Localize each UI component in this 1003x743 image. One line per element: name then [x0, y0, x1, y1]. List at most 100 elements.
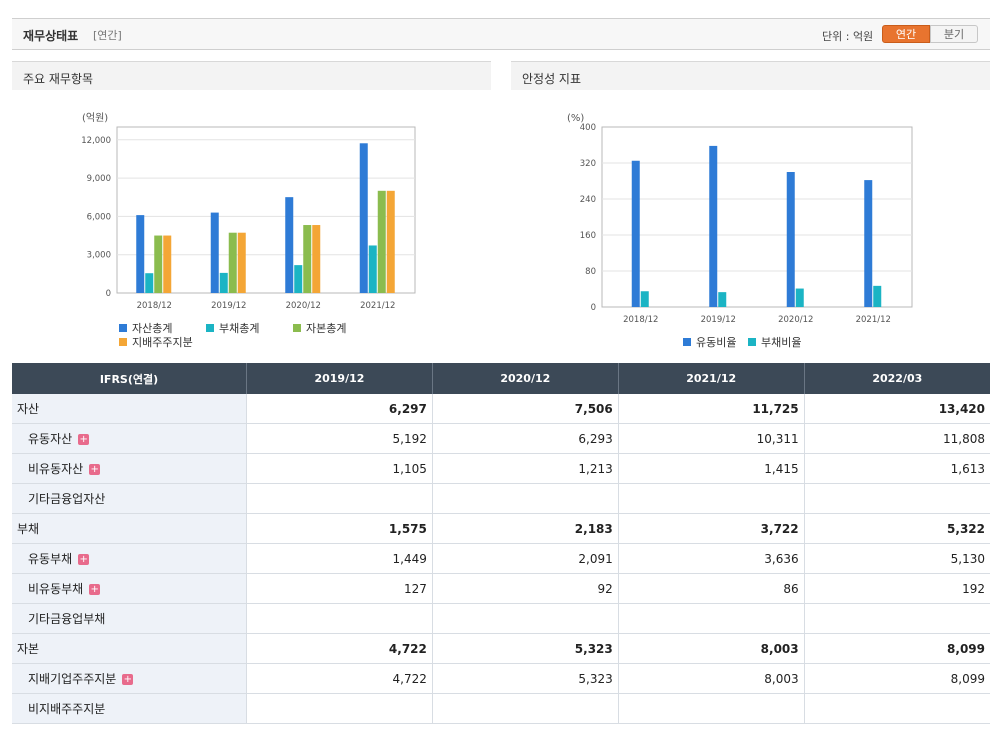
annual-button[interactable]: 연간 — [882, 25, 930, 43]
y-tick-label: 400 — [580, 123, 596, 133]
row-label: 유동자산 — [28, 432, 73, 446]
value-cell — [617, 693, 805, 724]
bar-지배주주지분-2019/12 — [237, 232, 246, 293]
value-cell: 7,506 — [431, 394, 619, 424]
legend-item: 부채비율 — [748, 334, 801, 350]
table-row: 기타금융업부채 — [12, 603, 990, 634]
bar-부채총계-2021/12 — [368, 245, 377, 293]
chart-svg: 0 3,000 6,000 9,000 12,000 (억원) 2018/12 2019/12… — [81, 112, 416, 311]
value-cell: 11,808 — [803, 423, 990, 454]
bar-지배주주지분-2021/12 — [386, 190, 395, 293]
y-tick-label: 3,000 — [87, 251, 111, 261]
legend-label: 자산총계 — [132, 322, 173, 335]
row-label: 자산 — [17, 402, 40, 416]
y-axis-unit: (억원) — [82, 112, 108, 124]
bar-지배주주지분-2020/12 — [312, 225, 321, 293]
financial-items-panel-header: 주요 재무항목 — [12, 61, 491, 90]
value-cell: 1,613 — [803, 453, 990, 484]
x-tick-label: 2018/12 — [623, 315, 658, 325]
value-cell — [431, 603, 619, 634]
x-tick-label: 2019/12 — [701, 315, 736, 325]
plot-area — [601, 126, 913, 308]
y-tick-label: 80 — [585, 267, 596, 277]
value-cell — [246, 693, 433, 724]
value-cell: 8,003 — [617, 663, 805, 694]
section-header: 재무상태표 [연간] 단위 : 억원 연간 분기 — [12, 18, 990, 50]
value-cell: 11,725 — [617, 394, 805, 424]
legend-item: 부채총계 — [206, 320, 259, 336]
header-period: 2019/12 — [246, 363, 433, 394]
value-cell: 4,722 — [246, 663, 433, 694]
table-row: 자산 6,297 7,506 11,725 13,420 — [12, 394, 990, 424]
value-cell: 1,415 — [617, 453, 805, 484]
bar-자산총계-2018/12 — [136, 215, 145, 293]
bar-자본총계-2018/12 — [154, 235, 163, 293]
expand-icon[interactable]: + — [89, 464, 101, 475]
bar-부채총계-2018/12 — [145, 273, 154, 293]
bar-자산총계-2020/12 — [285, 197, 294, 293]
bar-유동비율-2020/12 — [786, 172, 795, 307]
header-period: 2021/12 — [617, 363, 805, 394]
table-row: 유동부채 +1,449 2,091 3,636 5,130 — [12, 543, 990, 574]
legend-label: 부채총계 — [219, 322, 260, 335]
bar-유동비율-2018/12 — [631, 160, 640, 307]
value-cell — [803, 693, 990, 724]
stability-chart: 0 80 160 240 320 400 (%) 2018/12 2019/12 2020/12 2… — [511, 90, 990, 359]
row-label-cell: 기타금융업자산 — [12, 483, 247, 514]
table-row: 기타금융업자산 — [12, 483, 990, 514]
row-label: 비유동자산 — [28, 462, 84, 476]
expand-icon[interactable]: + — [78, 434, 90, 445]
value-cell: 6,297 — [246, 394, 433, 424]
value-cell: 3,636 — [617, 543, 805, 574]
x-tick-label: 2018/12 — [137, 301, 172, 311]
row-label-cell: 자본 — [12, 633, 247, 664]
legend-swatch — [119, 324, 127, 332]
value-cell: 1,575 — [246, 513, 433, 544]
expand-icon[interactable]: + — [122, 674, 134, 685]
quarter-button[interactable]: 분기 — [930, 25, 978, 43]
stability-panel-header: 안정성 지표 — [511, 61, 990, 90]
expand-icon[interactable]: + — [89, 584, 101, 595]
legend-item: 지배주주지분 — [119, 334, 193, 350]
value-cell — [246, 483, 433, 514]
value-cell: 127 — [246, 573, 433, 604]
value-cell: 2,183 — [431, 513, 619, 544]
value-cell — [246, 603, 433, 634]
table-row: 유동자산 +5,192 6,293 10,311 11,808 — [12, 423, 990, 454]
expand-icon[interactable]: + — [78, 554, 90, 565]
row-label-cell: 유동부채 + — [12, 543, 247, 574]
table-header-row: IFRS(연결) 2019/12 2020/12 2021/12 2022/03 — [12, 363, 990, 394]
value-cell: 1,105 — [246, 453, 433, 484]
value-cell: 3,722 — [617, 513, 805, 544]
value-cell — [617, 603, 805, 634]
value-cell: 5,192 — [246, 423, 433, 454]
stability-title: 안정성 지표 — [522, 72, 582, 86]
financial-items-title: 주요 재무항목 — [23, 72, 94, 86]
legend-swatch — [683, 338, 691, 346]
x-tick-label: 2020/12 — [778, 315, 813, 325]
value-cell: 4,722 — [246, 633, 433, 664]
row-label-cell: 비유동부채 + — [12, 573, 247, 604]
value-cell — [803, 603, 990, 634]
legend-label: 지배주주지분 — [132, 336, 193, 349]
value-cell: 5,322 — [803, 513, 990, 544]
x-tick-label: 2021/12 — [360, 301, 395, 311]
legend-swatch — [293, 324, 301, 332]
header-period: 2022/03 — [803, 363, 990, 394]
row-label: 기타금융업부채 — [28, 612, 106, 626]
table-row: 비유동부채 +127 92 86 192 — [12, 573, 990, 604]
bar-지배주주지분-2018/12 — [163, 235, 172, 293]
bar-자산총계-2021/12 — [359, 143, 368, 293]
value-cell: 1,449 — [246, 543, 433, 574]
value-cell: 6,293 — [431, 423, 619, 454]
balance-sheet-table: IFRS(연결) 2019/12 2020/12 2021/12 2022/03 자산 6… — [12, 363, 990, 724]
value-cell: 8,003 — [617, 633, 805, 664]
value-cell: 10,311 — [617, 423, 805, 454]
legend-swatch — [748, 338, 756, 346]
header-label: IFRS(연결) — [12, 363, 247, 394]
row-label-cell: 자산 — [12, 394, 247, 424]
value-cell: 5,323 — [431, 663, 619, 694]
y-tick-label: 320 — [580, 159, 596, 169]
bar-부채비율-2020/12 — [795, 288, 804, 307]
bar-부채비율-2019/12 — [718, 292, 727, 307]
